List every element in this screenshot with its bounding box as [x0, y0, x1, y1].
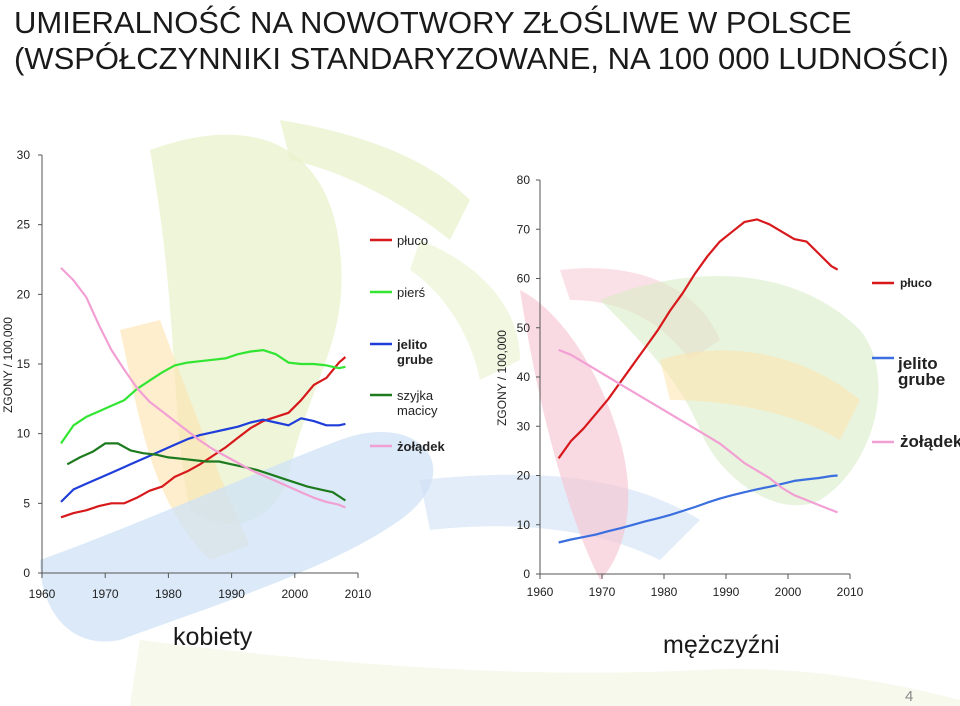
x-tick-label: 1980 — [651, 585, 678, 599]
series-line-pluco — [60, 356, 347, 519]
y-tick-label: 70 — [517, 222, 531, 236]
series-line-zoladek — [60, 267, 346, 509]
y-tick-label: 30 — [17, 148, 31, 162]
series-line-pluco — [557, 218, 839, 459]
x-tick-label: 1960 — [29, 587, 56, 601]
legend-label-jelito_men: jelito — [897, 354, 938, 373]
x-tick-label: 1980 — [155, 587, 182, 601]
y-tick-label: 60 — [517, 272, 531, 286]
y-tick-label: 0 — [23, 566, 30, 580]
legend-label-jelito_men: grube — [898, 370, 945, 389]
y-tick-label: 10 — [517, 518, 531, 532]
series-line-piers — [60, 349, 346, 445]
series-line-zoladek — [558, 348, 838, 514]
x-tick-label: 2000 — [281, 587, 308, 601]
x-tick-label: 1990 — [713, 585, 740, 599]
x-tick-label: 1990 — [218, 587, 245, 601]
y-tick-label: 15 — [17, 357, 31, 371]
legend-label-pluco: płuco — [900, 276, 932, 290]
y-tick-label: 25 — [17, 218, 31, 232]
legend-label-szyjka: macicy — [397, 403, 438, 418]
y-tick-label: 20 — [17, 287, 31, 301]
legend-label-zoladek: żołądek — [397, 439, 445, 454]
x-tick-label: 2000 — [775, 585, 802, 599]
series-line-jelito — [60, 417, 346, 503]
subtitle-men: mężczyźni — [663, 631, 780, 659]
y-tick-label: 0 — [523, 567, 530, 581]
y-tick-label: 20 — [517, 469, 531, 483]
y-tick-label: 50 — [517, 321, 531, 335]
x-tick-label: 1970 — [589, 585, 616, 599]
x-tick-label: 1970 — [92, 587, 119, 601]
legend-label-piers: pierś — [397, 285, 426, 300]
y-tick-label: 80 — [517, 173, 531, 187]
y-tick-label: 30 — [517, 419, 531, 433]
y-axis-label: ZGONY / 100,000 — [1, 317, 15, 413]
y-tick-label: 40 — [517, 370, 531, 384]
x-tick-label: 2010 — [837, 585, 864, 599]
page-number: 4 — [905, 688, 914, 705]
y-axis-label: ZGONY / 100,000 — [495, 330, 509, 426]
title-line-1: UMIERALNOŚĆ NA NOWOTWORY ZŁOŚLIWE W POLS… — [14, 5, 852, 40]
title-line-2: (WSPÓŁCZYNNIKI STANDARYZOWANE, NA 100 00… — [14, 41, 949, 76]
legend-label-pluco: płuco — [397, 233, 428, 248]
legend-label-zoladek: żołądek — [900, 432, 960, 451]
legend-label-jelito: grube — [397, 352, 433, 367]
series-line-szyjka — [66, 442, 347, 502]
x-tick-label: 1960 — [527, 585, 554, 599]
y-tick-label: 10 — [17, 427, 31, 441]
legend-label-szyjka: szyjka — [397, 388, 434, 403]
series-line-jelito_men — [558, 474, 838, 544]
y-tick-label: 5 — [23, 496, 30, 510]
x-tick-label: 2010 — [345, 587, 372, 601]
legend-label-jelito: jelito — [396, 337, 427, 352]
subtitle-women: kobiety — [173, 623, 253, 651]
